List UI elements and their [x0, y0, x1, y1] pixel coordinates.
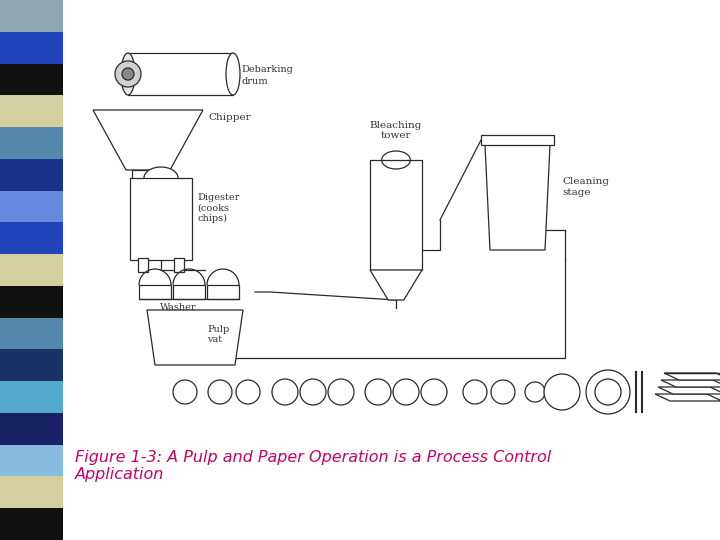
Circle shape [491, 380, 515, 404]
Circle shape [300, 379, 326, 405]
Bar [0, 95, 63, 127]
Text: Debarking: Debarking [241, 65, 293, 75]
Text: Pulp
vat: Pulp vat [207, 325, 229, 345]
Polygon shape [655, 394, 720, 401]
Circle shape [115, 61, 141, 87]
Text: Bleaching
tower: Bleaching tower [370, 120, 422, 140]
Bar [0, 32, 63, 64]
Bar [0, 191, 63, 222]
Bar [0, 445, 63, 476]
Bar [130, 178, 192, 260]
Circle shape [173, 380, 197, 404]
Bar [174, 258, 184, 272]
Circle shape [586, 370, 630, 414]
Bar [0, 349, 63, 381]
Circle shape [525, 382, 545, 402]
Bar [0, 413, 63, 445]
Circle shape [272, 379, 298, 405]
Bar [0, 127, 63, 159]
Bar [0, 476, 63, 508]
Circle shape [595, 379, 621, 405]
Circle shape [544, 374, 580, 410]
Text: Digester
(cooks
chips): Digester (cooks chips) [197, 193, 239, 223]
Circle shape [122, 68, 134, 80]
Bar [173, 285, 205, 299]
Ellipse shape [226, 53, 240, 95]
Circle shape [421, 379, 447, 405]
Bar [0, 508, 63, 540]
Bar [0, 286, 63, 318]
Polygon shape [93, 110, 203, 170]
Bar [0, 381, 63, 413]
Bar [481, 135, 554, 145]
Text: drum: drum [241, 78, 268, 86]
Circle shape [393, 379, 419, 405]
Circle shape [328, 379, 354, 405]
Polygon shape [658, 387, 720, 394]
Bar [370, 160, 422, 270]
Bar [0, 64, 63, 95]
Bar [0, 0, 63, 32]
Bar [138, 258, 148, 272]
Polygon shape [130, 167, 192, 178]
Circle shape [463, 380, 487, 404]
Polygon shape [147, 310, 243, 365]
Ellipse shape [121, 53, 135, 95]
Text: Figure 1-3: A Pulp and Paper Operation is a Process Control: Figure 1-3: A Pulp and Paper Operation i… [75, 450, 552, 465]
Polygon shape [370, 270, 422, 300]
Circle shape [236, 380, 260, 404]
Bar [139, 285, 171, 299]
Text: Application: Application [75, 467, 164, 482]
Bar [128, 53, 233, 95]
Bar [207, 285, 239, 299]
Polygon shape [664, 373, 720, 380]
Circle shape [365, 379, 391, 405]
Bar [0, 159, 63, 191]
Bar [0, 254, 63, 286]
Bar [132, 170, 164, 188]
Text: Washer: Washer [160, 303, 197, 312]
Bar [0, 318, 63, 349]
Text: Chipper: Chipper [208, 113, 251, 123]
Polygon shape [485, 145, 550, 250]
Polygon shape [370, 151, 422, 160]
Polygon shape [661, 380, 720, 387]
Bar [0, 222, 63, 254]
Text: Cleaning
stage: Cleaning stage [562, 177, 609, 197]
Circle shape [208, 380, 232, 404]
